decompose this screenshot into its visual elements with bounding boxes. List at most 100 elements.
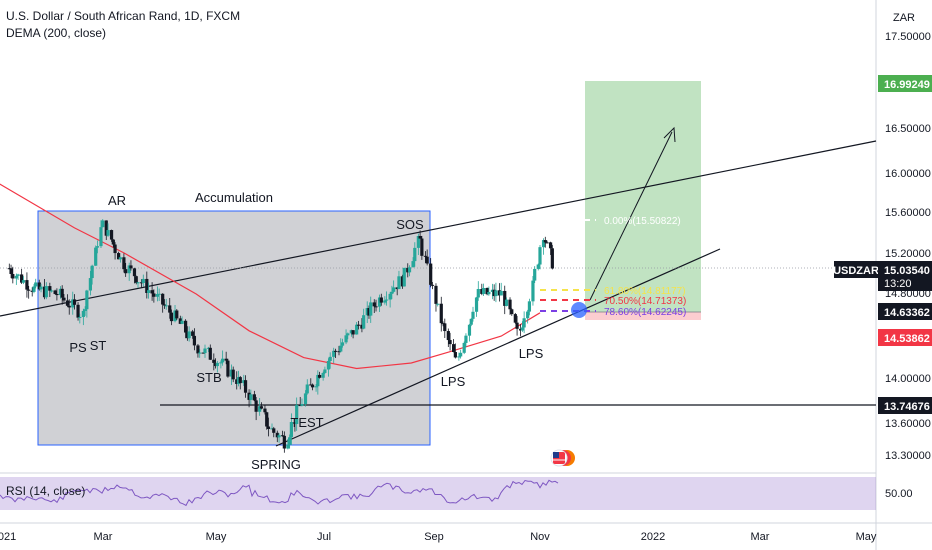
candle-body xyxy=(129,265,133,269)
candle-body xyxy=(295,405,299,425)
candle xyxy=(247,389,251,408)
accumulation-label: Accumulation xyxy=(195,190,273,205)
candle xyxy=(293,421,297,432)
candle xyxy=(360,318,364,333)
candle xyxy=(11,266,15,284)
candle-body xyxy=(471,311,475,319)
candle xyxy=(37,279,41,291)
candle xyxy=(161,293,165,313)
candle-body xyxy=(127,265,131,274)
candle xyxy=(429,258,433,288)
candle-body xyxy=(388,293,392,300)
candle xyxy=(243,375,248,398)
candle xyxy=(235,371,239,390)
candle-body xyxy=(462,342,466,353)
candle-body xyxy=(541,240,546,248)
currency-label: ZAR xyxy=(893,12,915,24)
candle xyxy=(471,306,475,322)
candle xyxy=(20,268,24,284)
candle xyxy=(344,329,348,345)
candle-body xyxy=(526,311,530,319)
entry-marker[interactable] xyxy=(571,302,587,318)
candle-body xyxy=(360,324,364,329)
candle-body xyxy=(293,422,297,425)
candle-body xyxy=(362,315,366,329)
candle xyxy=(55,288,59,301)
candle xyxy=(117,251,121,260)
candle-body xyxy=(499,290,503,296)
candle xyxy=(78,313,82,324)
candle-body xyxy=(400,276,405,287)
candle xyxy=(289,413,293,446)
candle xyxy=(14,273,18,285)
price-tick: 17.50000 xyxy=(885,31,931,43)
candle-body xyxy=(178,318,182,324)
stop-zone[interactable] xyxy=(585,312,701,320)
candle-body xyxy=(314,386,318,388)
candle-body xyxy=(185,332,189,339)
candle-body xyxy=(212,359,216,363)
candle xyxy=(187,326,191,342)
candle xyxy=(365,301,369,324)
candle xyxy=(109,229,114,242)
candle-body xyxy=(492,289,496,297)
time-tick: May xyxy=(206,531,227,543)
candle xyxy=(420,235,424,260)
candle xyxy=(309,378,313,386)
candle xyxy=(9,264,13,279)
candle-body xyxy=(224,358,228,361)
accumulation-box[interactable] xyxy=(37,210,431,446)
candle-body xyxy=(184,320,188,333)
candle xyxy=(303,390,308,407)
candle xyxy=(515,315,519,336)
flag-icon[interactable] xyxy=(550,449,575,467)
candle-body xyxy=(436,303,440,305)
candle xyxy=(328,352,332,369)
candle xyxy=(50,289,54,293)
rsi-layer xyxy=(0,479,559,507)
candle xyxy=(510,308,514,316)
candle-body xyxy=(132,268,137,277)
candle-body xyxy=(215,362,219,367)
candle xyxy=(340,338,345,348)
candle xyxy=(127,262,131,281)
candle-body xyxy=(282,435,286,449)
candle xyxy=(333,348,338,358)
candle xyxy=(469,318,473,327)
candle-body xyxy=(203,348,207,354)
candle-body xyxy=(25,280,29,290)
indicator-label[interactable]: DEMA (200, close) xyxy=(6,26,107,40)
candle xyxy=(231,366,235,383)
support-trendline[interactable] xyxy=(275,248,721,447)
candle xyxy=(490,283,494,300)
candle xyxy=(252,390,256,402)
candle-body xyxy=(88,278,92,291)
target-zone[interactable] xyxy=(585,81,701,312)
candle xyxy=(173,304,177,323)
candle-body xyxy=(106,230,110,236)
candle xyxy=(390,285,394,300)
chart-title[interactable]: U.S. Dollar / South African Rand, 1D, FX… xyxy=(6,9,241,23)
fib-level-label: 61.80%(14.81177) xyxy=(604,286,686,297)
candle xyxy=(418,230,422,239)
candle xyxy=(145,271,149,299)
candle-body xyxy=(340,342,345,346)
candle xyxy=(300,398,304,407)
candle xyxy=(236,370,241,387)
candle xyxy=(152,289,156,303)
fib-level-label: 78.60%(14.62245) xyxy=(604,307,686,318)
candle-body xyxy=(520,327,524,331)
candle-body xyxy=(20,274,24,283)
rsi-label[interactable]: RSI (14, close) xyxy=(6,484,86,498)
candle-body xyxy=(157,293,161,295)
candle xyxy=(67,299,71,315)
fib-level-label: 0.00%(15.50822) xyxy=(604,216,681,227)
ar-label: AR xyxy=(108,193,126,208)
candle-body xyxy=(37,282,41,290)
candle xyxy=(388,291,392,308)
candle-body xyxy=(446,331,450,341)
candle xyxy=(48,282,52,297)
candle-body xyxy=(504,299,509,306)
candle xyxy=(58,286,63,299)
